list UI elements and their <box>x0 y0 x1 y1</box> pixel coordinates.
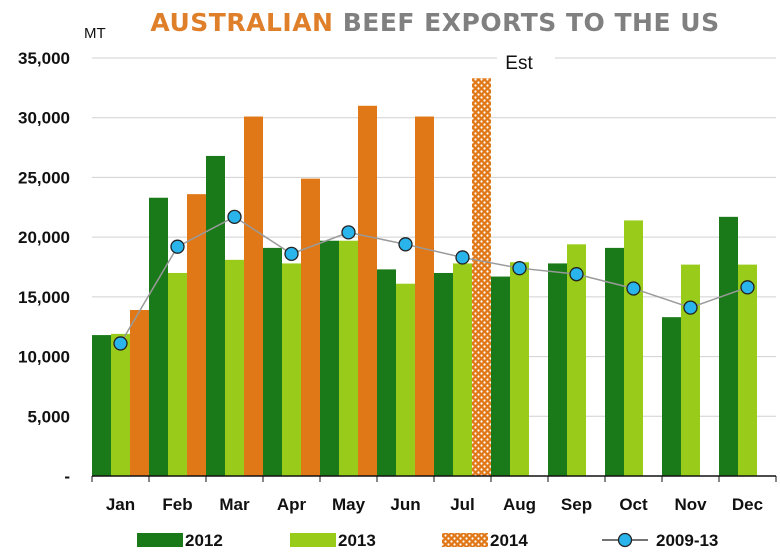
legend-swatch-2013 <box>290 533 336 547</box>
x-tick-label: Sep <box>561 495 592 514</box>
bar-2013-Sep <box>567 244 586 476</box>
annotation-gap <box>497 55 555 61</box>
bar-2013-Nov <box>681 264 700 476</box>
x-tick-label: Apr <box>277 495 307 514</box>
bar-2012-Jun <box>377 269 396 476</box>
x-tick-label: Nov <box>674 495 707 514</box>
point-2009-13-Sep <box>569 267 584 282</box>
legend-label-2009-13: 2009-13 <box>656 531 718 550</box>
bar-2012-Dec <box>719 216 738 476</box>
y-tick-label: - <box>64 467 70 486</box>
axes <box>91 475 777 482</box>
y-tick-label: 10,000 <box>18 348 70 367</box>
y-axis-unit-label: MT <box>84 25 106 42</box>
legend-swatch-2014 <box>442 533 488 547</box>
point-2009-13-Dec <box>740 280 755 295</box>
chart-title-part1: AUSTRALIAN <box>150 8 334 37</box>
x-tick-label: Jan <box>106 495 135 514</box>
y-tick-label: 15,000 <box>18 288 70 307</box>
bar-2013-Jun <box>396 283 415 476</box>
point-2009-13-Jul <box>455 250 470 265</box>
point-2009-13-Mar <box>227 209 242 224</box>
bar-2013-Feb <box>168 272 187 476</box>
point-2009-13-Apr <box>284 246 299 262</box>
bar-2012-Feb <box>149 197 168 476</box>
bar-2013-Mar <box>225 259 244 476</box>
point-2009-13-Oct <box>626 281 641 296</box>
x-tick-label: Dec <box>732 495 763 514</box>
bar-2014-Feb <box>187 194 206 477</box>
point-2009-13-Feb <box>170 239 185 254</box>
y-tick-label: 35,000 <box>18 49 70 68</box>
point-2009-13-Aug <box>512 261 527 276</box>
bar-2012-Sep <box>548 263 567 476</box>
bar-2013-Jul <box>453 263 472 476</box>
x-tick-label: Oct <box>619 495 648 514</box>
legend-label-2014: 2014 <box>490 531 528 550</box>
bar-2014-Jan <box>130 309 149 476</box>
bar-2012-Apr <box>263 247 282 476</box>
y-tick-label: 20,000 <box>18 228 70 247</box>
bar-2012-Aug <box>491 276 510 476</box>
legend-swatch-2012 <box>137 533 183 547</box>
bar-2012-May <box>320 240 339 476</box>
bar-2013-Dec <box>738 264 757 476</box>
bar-2013-Aug <box>510 262 529 476</box>
bar-2012-Jul <box>434 272 453 476</box>
bar-2014-May <box>358 105 377 477</box>
bar-2014-Apr <box>301 178 320 476</box>
bar-2014-Mar <box>244 116 263 477</box>
bar-2014-Jun <box>415 116 434 477</box>
legend-marker-2009-13 <box>617 532 633 548</box>
bar-2014-Jul <box>472 78 491 476</box>
bar-2012-Oct <box>605 247 624 476</box>
x-tick-label: Jun <box>390 495 420 514</box>
x-tick-label: Aug <box>503 495 536 514</box>
bar-2012-Mar <box>206 155 225 476</box>
tick-labels: - 5,000 10,000 15,000 20,000 25,000 30,000 35,0… <box>18 49 763 514</box>
legend-label-2012: 2012 <box>185 531 223 550</box>
y-tick-label: 30,000 <box>18 109 70 128</box>
bars <box>92 78 757 477</box>
point-2009-13-May <box>341 225 356 240</box>
y-tick-label: 25,000 <box>18 168 70 187</box>
x-tick-label: Feb <box>162 495 192 514</box>
average-line <box>113 209 755 351</box>
bar-2013-Oct <box>624 220 643 476</box>
y-tick-label: 5,000 <box>27 407 70 426</box>
bar-2013-Jan <box>111 333 130 476</box>
bar-2012-Nov <box>662 317 681 476</box>
bar-2012-Jan <box>92 335 111 476</box>
bar-2013-Apr <box>282 263 301 476</box>
estimate-annotation: Est <box>505 53 533 74</box>
chart-title-part2: BEEF EXPORTS TO THE US <box>342 8 720 37</box>
point-2009-13-Jun <box>398 237 413 252</box>
x-tick-label: Mar <box>219 495 250 514</box>
point-2009-13-Jan <box>113 336 128 351</box>
series-line-2009-13 <box>119 215 748 344</box>
point-2009-13-Nov <box>683 300 698 315</box>
x-tick-label: Jul <box>450 495 475 514</box>
legend-label-2013: 2013 <box>338 531 376 550</box>
chart-title: AUSTRALIAN BEEF EXPORTS TO THE US <box>0 8 780 37</box>
bar-2013-May <box>339 240 358 476</box>
x-tick-label: May <box>332 495 366 514</box>
legend: 2012 2013 2014 2009-13 <box>137 531 718 550</box>
